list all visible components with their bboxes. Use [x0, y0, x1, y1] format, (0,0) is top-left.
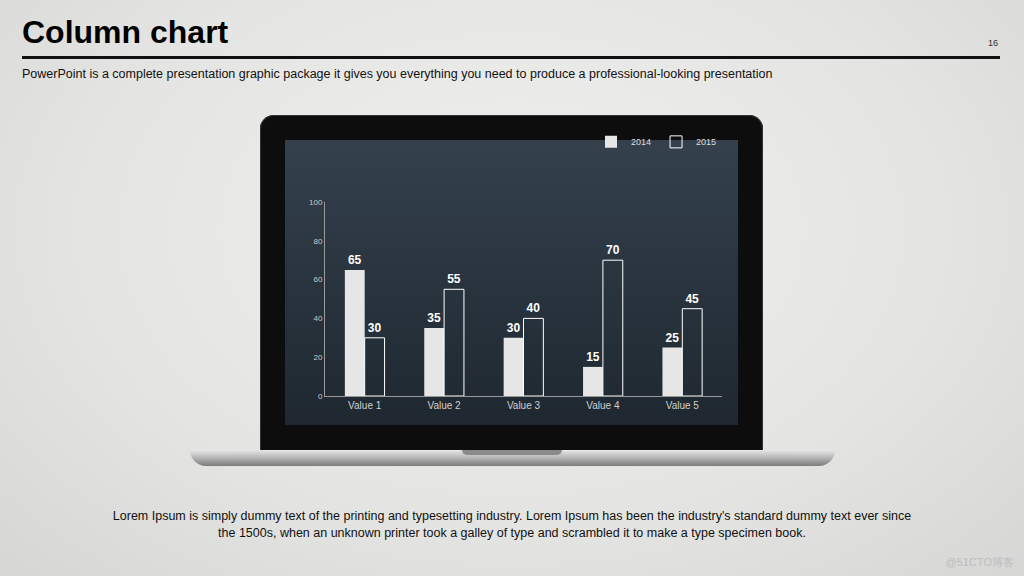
svg-text:40: 40: [313, 314, 322, 323]
html-text:Column chart: Column chart: [22, 14, 229, 50]
svg-text:30: 30: [368, 321, 382, 335]
svg-text:2015: 2015: [696, 137, 716, 147]
html-text:@51CTO博客: @51CTO博客: [945, 556, 1014, 568]
svg-text:Value 3: Value 3: [507, 400, 541, 411]
svg-text:35: 35: [427, 311, 441, 325]
html-text:Lorem Ipsum is simply dummy te: Lorem Ipsum is simply dummy text of the …: [112, 509, 912, 540]
svg-text:40: 40: [527, 301, 541, 315]
svg-text:15: 15: [586, 350, 600, 364]
html-text:PowerPoint is a complete prese: PowerPoint is a complete presentation gr…: [22, 67, 773, 81]
svg-text:Value 4: Value 4: [586, 400, 620, 411]
svg-text:20: 20: [313, 353, 322, 362]
svg-text:55: 55: [447, 272, 461, 286]
svg-text:80: 80: [313, 237, 322, 246]
svg-text:30: 30: [507, 321, 521, 335]
svg-text:Value 1: Value 1: [348, 400, 382, 411]
svg-text:2014: 2014: [631, 137, 651, 147]
svg-text:25: 25: [666, 331, 680, 345]
svg-text:45: 45: [685, 292, 699, 306]
svg-text:Value 5: Value 5: [666, 400, 700, 411]
html-text:16: 16: [988, 38, 998, 48]
svg-text:65: 65: [348, 253, 362, 267]
svg-text:70: 70: [606, 243, 620, 257]
svg-text:100: 100: [309, 198, 323, 207]
svg-text:Value 2: Value 2: [428, 400, 462, 411]
svg-text:0: 0: [318, 392, 323, 401]
svg-text:60: 60: [313, 275, 322, 284]
